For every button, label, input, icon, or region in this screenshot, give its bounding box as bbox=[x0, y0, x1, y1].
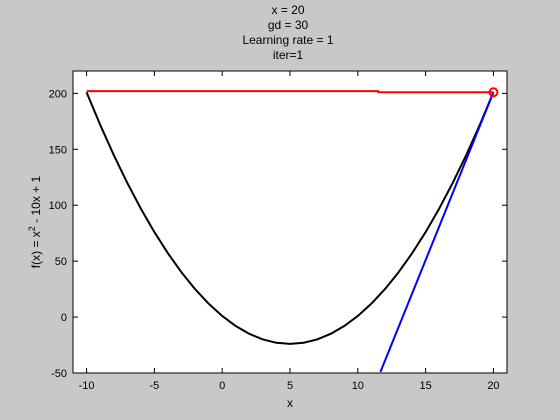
series-line-3 bbox=[86, 90, 494, 94]
y-axis-ticks: -50 0 50 100 150 200 bbox=[49, 88, 507, 380]
y-tick-label: 200 bbox=[49, 88, 67, 100]
plot-series bbox=[85, 87, 499, 373]
series-line-1 bbox=[85, 91, 495, 345]
y-tick-label: 100 bbox=[49, 200, 67, 212]
title-line-1: x = 20 bbox=[271, 3, 304, 17]
y-axis-label: f(x) = x2 - 10x + 1 bbox=[27, 175, 43, 268]
x-tick-label: -5 bbox=[149, 380, 159, 392]
x-axis-label: x bbox=[287, 396, 293, 410]
x-tick-label: 5 bbox=[287, 380, 293, 392]
x-tick-label: 10 bbox=[352, 380, 364, 392]
title-line-2: gd = 30 bbox=[268, 18, 309, 32]
x-tick-label: 20 bbox=[487, 380, 499, 392]
x-axis-ticks: -10 -5 0 5 10 15 20 bbox=[79, 71, 500, 392]
current-point-marker bbox=[488, 87, 499, 98]
title: x = 20 gd = 30 Learning rate = 1 iter=1 bbox=[242, 3, 333, 62]
y-tick-label: 50 bbox=[55, 256, 67, 268]
title-line-3: Learning rate = 1 bbox=[242, 33, 333, 47]
title-line-4: iter=1 bbox=[273, 48, 304, 62]
plot-area bbox=[73, 71, 507, 373]
series-line-2 bbox=[379, 91, 495, 373]
x-tick-label: 15 bbox=[420, 380, 432, 392]
y-tick-label: 0 bbox=[61, 312, 67, 324]
x-tick-label: 0 bbox=[219, 380, 225, 392]
y-tick-label: -50 bbox=[51, 368, 67, 380]
x-tick-label: -10 bbox=[79, 380, 95, 392]
y-tick-label: 150 bbox=[49, 144, 67, 156]
